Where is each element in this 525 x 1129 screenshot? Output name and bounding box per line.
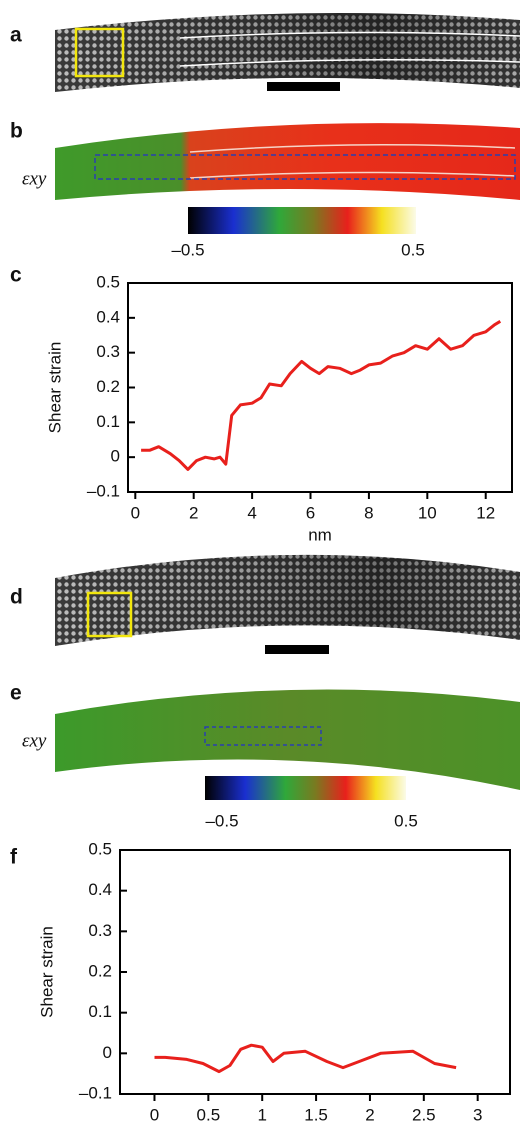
y-tick-label: 0.2 (88, 961, 112, 980)
highlight-box (86, 591, 133, 638)
guide-line (189, 144, 516, 179)
panel-label: e (10, 682, 22, 705)
panel-label: c (10, 264, 22, 287)
colorbar-label: 0.5 (394, 811, 418, 830)
colorbar (205, 776, 406, 800)
y-tick-label: 0.1 (96, 412, 120, 431)
scale-bar (267, 82, 340, 91)
y-tick-label: 0 (103, 1043, 112, 1062)
micrograph-shade (55, 12, 520, 93)
y-tick-label: 0.1 (88, 1002, 112, 1021)
panel-label: a (10, 24, 22, 47)
profile-box (94, 154, 516, 180)
colorbar-label: –0.5 (171, 240, 204, 259)
x-tick-label: 2 (365, 1105, 374, 1124)
micrograph-shade (55, 554, 520, 646)
strain-map (55, 123, 520, 200)
y-tick-label: 0.4 (88, 880, 112, 899)
y-tick-label: 0 (111, 447, 120, 466)
highlight-box (74, 27, 125, 78)
x-tick-label: 3 (473, 1105, 482, 1124)
x-tick-label: 2.5 (412, 1105, 436, 1124)
guide-line (179, 31, 521, 67)
y-tick-label: –0.1 (87, 481, 120, 500)
x-tick-label: 0.5 (197, 1105, 221, 1124)
y-axis-label: Shear strain (37, 926, 56, 1018)
y-tick-label: 0.4 (96, 307, 120, 326)
x-axis-label: nm (308, 525, 332, 544)
x-tick-label: 0 (150, 1105, 159, 1124)
x-tick-label: 2 (189, 503, 198, 522)
plot-frame (127, 282, 513, 493)
strain-map (55, 689, 520, 790)
x-tick-label: 12 (476, 503, 495, 522)
strain-symbol: εxy (22, 730, 47, 751)
panel-label: f (10, 846, 18, 869)
panel-label: d (10, 586, 23, 609)
x-tick-label: 10 (418, 503, 437, 522)
y-tick-label: 0.3 (96, 342, 120, 361)
strain-symbol: εxy (22, 168, 47, 189)
x-tick-label: 0 (131, 503, 140, 522)
x-tick-label: 1 (257, 1105, 266, 1124)
x-tick-label: 4 (247, 503, 256, 522)
colorbar-label: 0.5 (401, 240, 425, 259)
y-tick-label: 0.2 (96, 377, 120, 396)
y-tick-label: 0.5 (96, 272, 120, 291)
y-axis-label: Shear strain (45, 342, 64, 434)
scale-bar (265, 645, 329, 654)
data-line (141, 320, 502, 471)
panel-label: b (10, 120, 23, 143)
y-tick-label: –0.1 (79, 1083, 112, 1102)
x-tick-label: 1.5 (304, 1105, 328, 1124)
x-tick-label: 8 (364, 503, 373, 522)
colorbar-label: –0.5 (205, 811, 238, 830)
colorbar (188, 207, 416, 234)
x-tick-label: 6 (306, 503, 315, 522)
y-tick-label: 0.3 (88, 921, 112, 940)
y-tick-label: 0.5 (88, 839, 112, 858)
profile-box (204, 726, 322, 746)
data-line (154, 1043, 457, 1074)
